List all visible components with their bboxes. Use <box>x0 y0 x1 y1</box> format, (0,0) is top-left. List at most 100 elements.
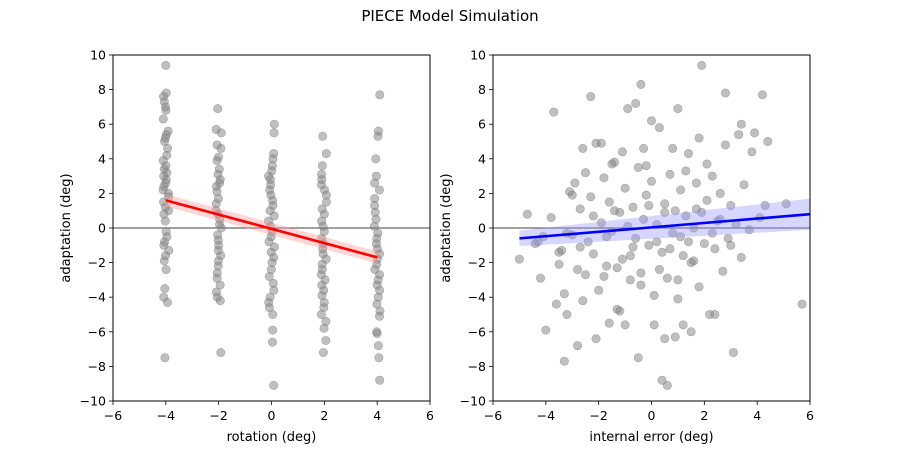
data-point <box>316 309 326 319</box>
data-point <box>371 154 381 164</box>
data-point <box>588 211 598 221</box>
data-point <box>646 116 656 126</box>
data-point <box>216 143 226 153</box>
data-point <box>639 143 649 153</box>
x-tick-label: −2 <box>209 408 227 423</box>
data-point <box>570 178 580 188</box>
data-point <box>610 206 620 216</box>
data-point <box>707 228 717 238</box>
data-point <box>580 168 590 178</box>
data-point <box>554 259 564 269</box>
data-point <box>636 268 646 278</box>
data-point <box>318 348 328 358</box>
data-point <box>678 251 688 261</box>
data-point <box>594 285 604 295</box>
y-tick-label: 10 <box>470 48 486 63</box>
data-point <box>678 320 688 330</box>
x-tick-label: 6 <box>426 408 434 423</box>
data-point <box>683 149 693 159</box>
x-tick-label: 0 <box>268 408 276 423</box>
data-point <box>268 325 278 335</box>
regression-layer <box>519 198 811 247</box>
data-point <box>216 128 226 138</box>
data-point <box>617 254 627 264</box>
left-subplot: −6 −4 −2 0 2 4 6 −10 −8 −6 −4 −2 0 2 4 6 8 10 rotation (… <box>59 48 434 446</box>
data-point <box>578 296 588 306</box>
x-tick-label: 2 <box>700 408 708 423</box>
y-tick-label: 0 <box>98 221 106 236</box>
data-point <box>318 131 328 141</box>
data-point <box>372 329 382 339</box>
data-point <box>160 353 170 363</box>
data-point <box>567 190 577 200</box>
data-point <box>676 232 686 242</box>
data-point <box>319 323 329 333</box>
data-point <box>549 107 559 117</box>
data-point <box>602 261 612 271</box>
data-point <box>607 159 617 169</box>
data-point <box>750 128 760 138</box>
data-point <box>522 209 532 219</box>
data-point <box>269 211 279 221</box>
y-tick-label: 4 <box>98 151 106 166</box>
data-point <box>668 143 678 153</box>
data-point <box>374 353 384 363</box>
data-point <box>213 104 223 114</box>
data-point <box>654 123 664 133</box>
data-point <box>628 242 638 252</box>
data-point <box>161 105 171 115</box>
data-point <box>215 280 225 290</box>
data-point <box>559 356 569 366</box>
data-point <box>631 233 641 243</box>
data-point <box>536 273 546 283</box>
data-point <box>546 213 556 223</box>
data-point <box>216 223 226 233</box>
y-tick-label: 2 <box>478 186 486 201</box>
data-point <box>636 280 646 290</box>
regression-line <box>519 212 811 240</box>
data-point <box>269 128 279 138</box>
data-point <box>586 92 596 102</box>
data-point <box>215 296 225 306</box>
data-point <box>625 251 635 261</box>
data-point <box>580 270 590 280</box>
data-point <box>681 166 691 176</box>
data-point <box>760 201 770 211</box>
data-point <box>573 341 583 351</box>
data-point <box>562 309 572 319</box>
data-point <box>660 199 670 209</box>
data-point <box>375 90 385 100</box>
x-tick-label: −4 <box>157 408 175 423</box>
data-point <box>633 162 643 172</box>
data-point <box>726 240 736 250</box>
data-point <box>781 199 791 209</box>
data-point <box>583 237 593 247</box>
y-ticks: −10 −8 −6 −4 −2 0 2 4 6 8 10 <box>80 48 113 409</box>
data-point <box>612 263 622 273</box>
regression-layer <box>165 194 378 264</box>
data-point <box>686 327 696 337</box>
data-point <box>628 202 638 212</box>
data-point <box>654 265 664 275</box>
data-point <box>269 380 279 390</box>
x-tick-label: −6 <box>104 408 122 423</box>
data-point <box>269 119 279 129</box>
data-point <box>757 90 767 100</box>
data-point <box>623 104 633 114</box>
data-point <box>162 297 172 307</box>
data-point <box>321 335 331 345</box>
data-point <box>212 156 222 166</box>
data-point <box>617 147 627 157</box>
data-point <box>639 214 649 224</box>
y-tick-label: 6 <box>98 117 106 132</box>
data-point <box>317 161 327 171</box>
y-tick-label: −4 <box>88 290 106 305</box>
data-point <box>216 348 226 358</box>
y-axis-label: adaptation (deg) <box>59 173 74 282</box>
data-point <box>736 119 746 129</box>
data-point <box>554 247 564 257</box>
data-point <box>707 171 717 181</box>
y-tick-label: −10 <box>460 394 486 409</box>
data-point <box>620 183 630 193</box>
